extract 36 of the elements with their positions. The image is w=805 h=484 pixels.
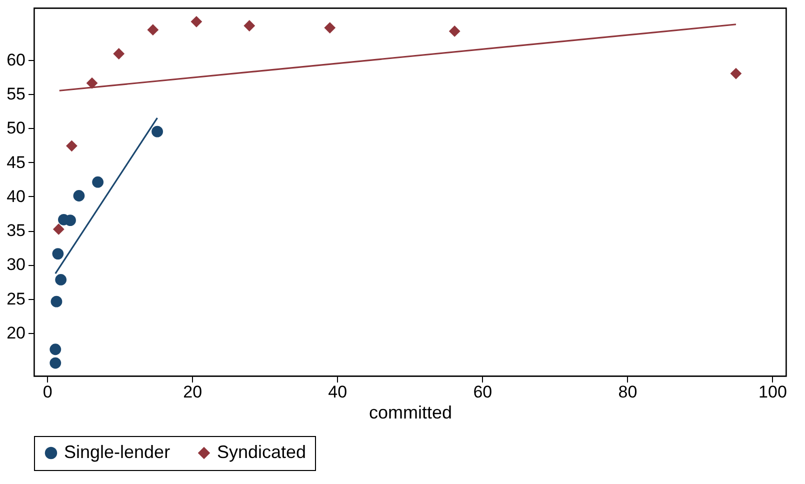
- point: [152, 126, 163, 138]
- point: [66, 140, 78, 152]
- x-tick-label: 60: [473, 382, 492, 402]
- x-tick-label: 40: [328, 382, 348, 402]
- y-tick-label: 60: [6, 50, 26, 70]
- point: [730, 68, 742, 80]
- point: [73, 190, 85, 202]
- point: [92, 176, 104, 188]
- y-tick-label: 55: [6, 84, 26, 104]
- point: [52, 248, 64, 260]
- point: [50, 357, 62, 369]
- point: [190, 16, 202, 28]
- y-tick-label: 40: [6, 186, 26, 206]
- x-tick-label: 0: [42, 382, 52, 402]
- y-tick-label: 50: [6, 118, 26, 138]
- x-tick-label: 20: [183, 382, 202, 402]
- x-axis-title: committed: [368, 402, 452, 422]
- y-tick-label: 25: [6, 289, 26, 308]
- y-tick-label: 20: [6, 323, 26, 342]
- point: [147, 24, 159, 36]
- point: [86, 77, 98, 89]
- y-tick-label: 30: [6, 255, 26, 274]
- point: [324, 22, 336, 34]
- point: [244, 20, 256, 32]
- legend-label: Single-lender: [64, 442, 170, 462]
- point: [52, 224, 64, 235]
- y-tick-label: 35: [6, 221, 26, 240]
- y-tick-label: 45: [6, 152, 26, 172]
- point: [50, 344, 62, 356]
- legend-label: Syndicated: [217, 442, 306, 462]
- point: [113, 48, 125, 60]
- x-tick-label: 100: [758, 382, 787, 402]
- point: [50, 296, 62, 308]
- point: [448, 26, 460, 37]
- point: [55, 274, 67, 286]
- x-tick-label: 80: [618, 382, 638, 402]
